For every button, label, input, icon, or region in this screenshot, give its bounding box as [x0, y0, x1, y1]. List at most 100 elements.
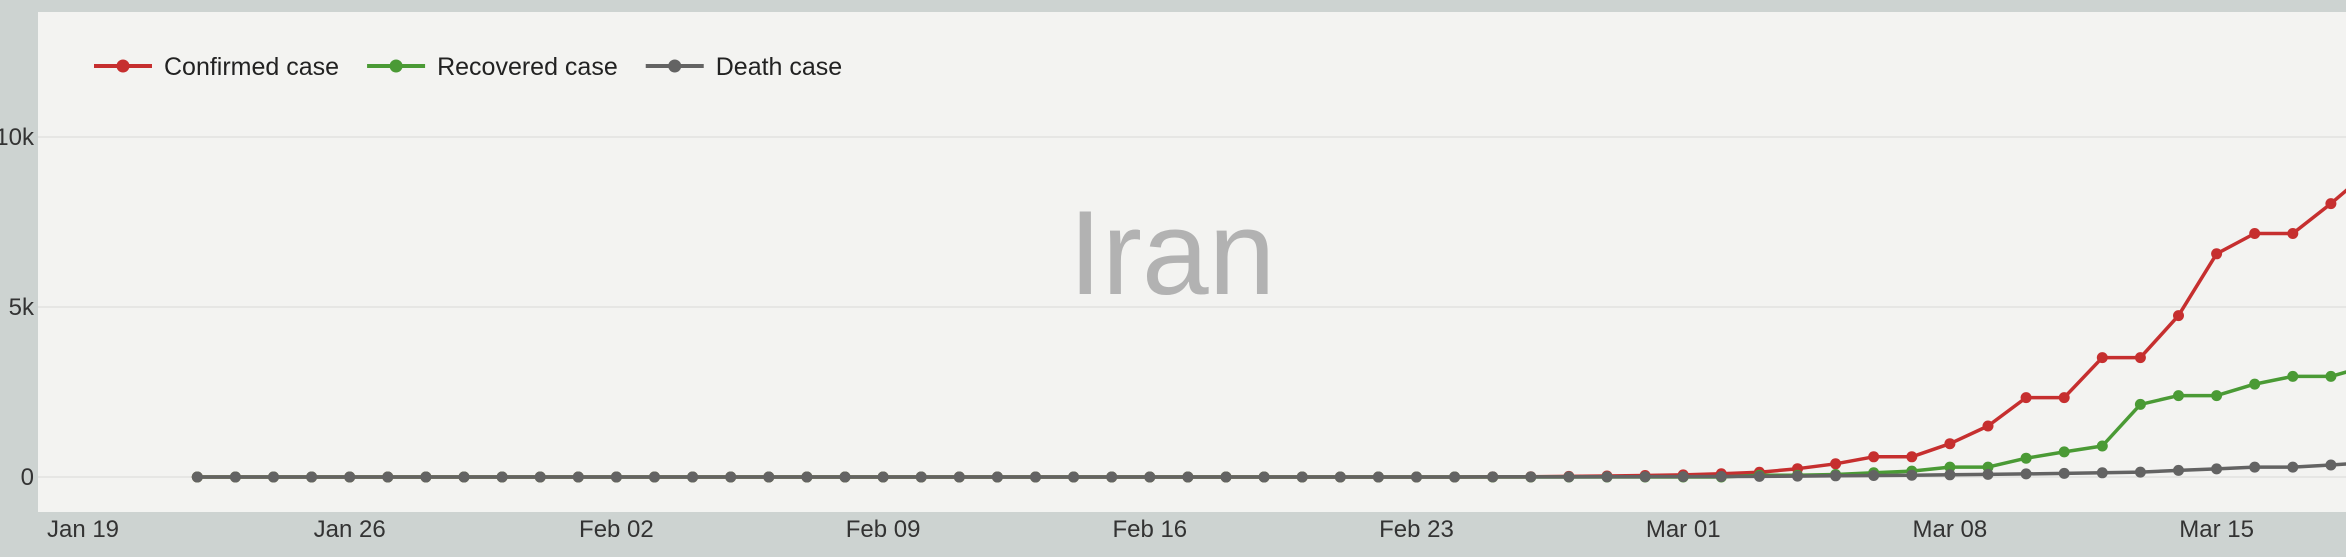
data-point: [2325, 370, 2337, 382]
data-point: [496, 471, 508, 483]
data-point: [1563, 471, 1575, 483]
data-point: [2287, 461, 2299, 473]
x-tick-label: Feb 02: [579, 516, 654, 543]
data-point: [229, 471, 241, 483]
data-point: [1830, 458, 1842, 470]
data-point: [2173, 390, 2184, 402]
data-point: [1868, 451, 1880, 463]
data-point: [1982, 420, 1994, 432]
data-point: [649, 471, 660, 483]
data-point: [2020, 452, 2032, 464]
data-point: [1030, 471, 1041, 483]
data-point: [2249, 461, 2261, 473]
data-point: [1792, 470, 1803, 482]
legend-marker: [116, 59, 130, 73]
y-axis: 0 5k 10k: [0, 124, 35, 491]
data-point: [2096, 467, 2108, 479]
data-point: [2211, 463, 2223, 475]
data-point: [839, 471, 851, 483]
plot-area: [38, 12, 2346, 512]
data-point: [1601, 471, 1613, 483]
legend-item[interactable]: Recovered case: [367, 53, 618, 81]
data-point: [2249, 378, 2261, 390]
data-point: [2287, 228, 2299, 239]
data-point: [534, 471, 546, 483]
legend-item[interactable]: Confirmed case: [94, 53, 339, 81]
data-point: [1220, 471, 1232, 483]
legend-label: Death case: [716, 53, 842, 81]
x-tick-label: Mar 15: [2179, 516, 2254, 543]
x-tick-label: Feb 23: [1379, 516, 1454, 543]
data-point: [610, 471, 622, 483]
legend[interactable]: Confirmed case Recovered case Death case: [94, 53, 842, 81]
data-point: [763, 471, 775, 483]
data-point: [1372, 471, 1384, 483]
data-point: [801, 471, 813, 483]
data-point: [1182, 471, 1194, 483]
data-point: [2173, 464, 2184, 476]
data-point: [2325, 198, 2337, 210]
data-point: [344, 471, 356, 483]
data-point: [458, 471, 470, 483]
data-point: [2134, 352, 2146, 364]
series-death-case: [191, 459, 2346, 483]
y-tick-label: 5k: [9, 294, 35, 321]
data-point: [1487, 471, 1499, 483]
x-tick-label: Jan 26: [314, 516, 386, 543]
data-point: [1944, 438, 1956, 450]
data-point: [1334, 471, 1346, 483]
data-point: [2020, 468, 2032, 480]
legend-label: Recovered case: [437, 53, 618, 81]
y-tick-label: 0: [21, 464, 34, 491]
data-point: [2211, 390, 2223, 402]
legend-label: Confirmed case: [164, 53, 339, 81]
data-point: [991, 471, 1003, 483]
data-point: [1677, 471, 1689, 483]
data-point: [1906, 451, 1918, 463]
x-tick-label: Feb 16: [1112, 516, 1187, 543]
data-point: [953, 471, 965, 483]
chart-title: Iran: [1069, 186, 1276, 320]
data-point: [2325, 459, 2337, 471]
data-point: [915, 471, 927, 483]
legend-marker: [668, 59, 682, 73]
x-tick-label: Jan 19: [47, 516, 119, 543]
data-point: [2134, 398, 2146, 410]
legend-item[interactable]: Death case: [645, 53, 842, 81]
data-point: [191, 471, 203, 483]
data-point: [1753, 470, 1765, 482]
x-tick-label: Mar 01: [1646, 516, 1721, 543]
data-point: [2134, 466, 2146, 478]
series-layer: [191, 188, 2346, 483]
data-point: [2096, 440, 2108, 452]
data-point: [2020, 392, 2032, 404]
data-point: [1411, 471, 1422, 483]
data-point: [2058, 446, 2070, 458]
data-point: [2058, 467, 2070, 479]
series-line: [197, 462, 2346, 479]
data-point: [1639, 471, 1651, 483]
data-point: [1449, 471, 1461, 483]
data-point: [1830, 470, 1842, 482]
data-point: [306, 471, 318, 483]
data-point: [877, 471, 889, 483]
data-point: [1944, 461, 1956, 473]
data-point: [1715, 471, 1727, 482]
data-point: [420, 471, 432, 483]
data-point: [725, 471, 737, 483]
data-point: [2287, 370, 2299, 382]
x-tick-label: Mar 08: [1913, 516, 1988, 543]
data-point: [1944, 469, 1956, 481]
y-tick-label: 10k: [0, 124, 35, 151]
data-point: [1296, 471, 1308, 483]
x-tick-label: Feb 09: [846, 516, 921, 543]
data-point: [687, 471, 699, 483]
data-point: [1982, 468, 1994, 480]
data-point: [1144, 471, 1156, 483]
data-point: [1068, 471, 1080, 483]
x-axis: Jan 19 Jan 26 Feb 02 Feb 09 Feb 16 Feb 23 Mar …: [47, 516, 2254, 543]
data-point: [1106, 471, 1118, 483]
data-point: [2096, 352, 2108, 364]
data-point: [2249, 228, 2261, 239]
